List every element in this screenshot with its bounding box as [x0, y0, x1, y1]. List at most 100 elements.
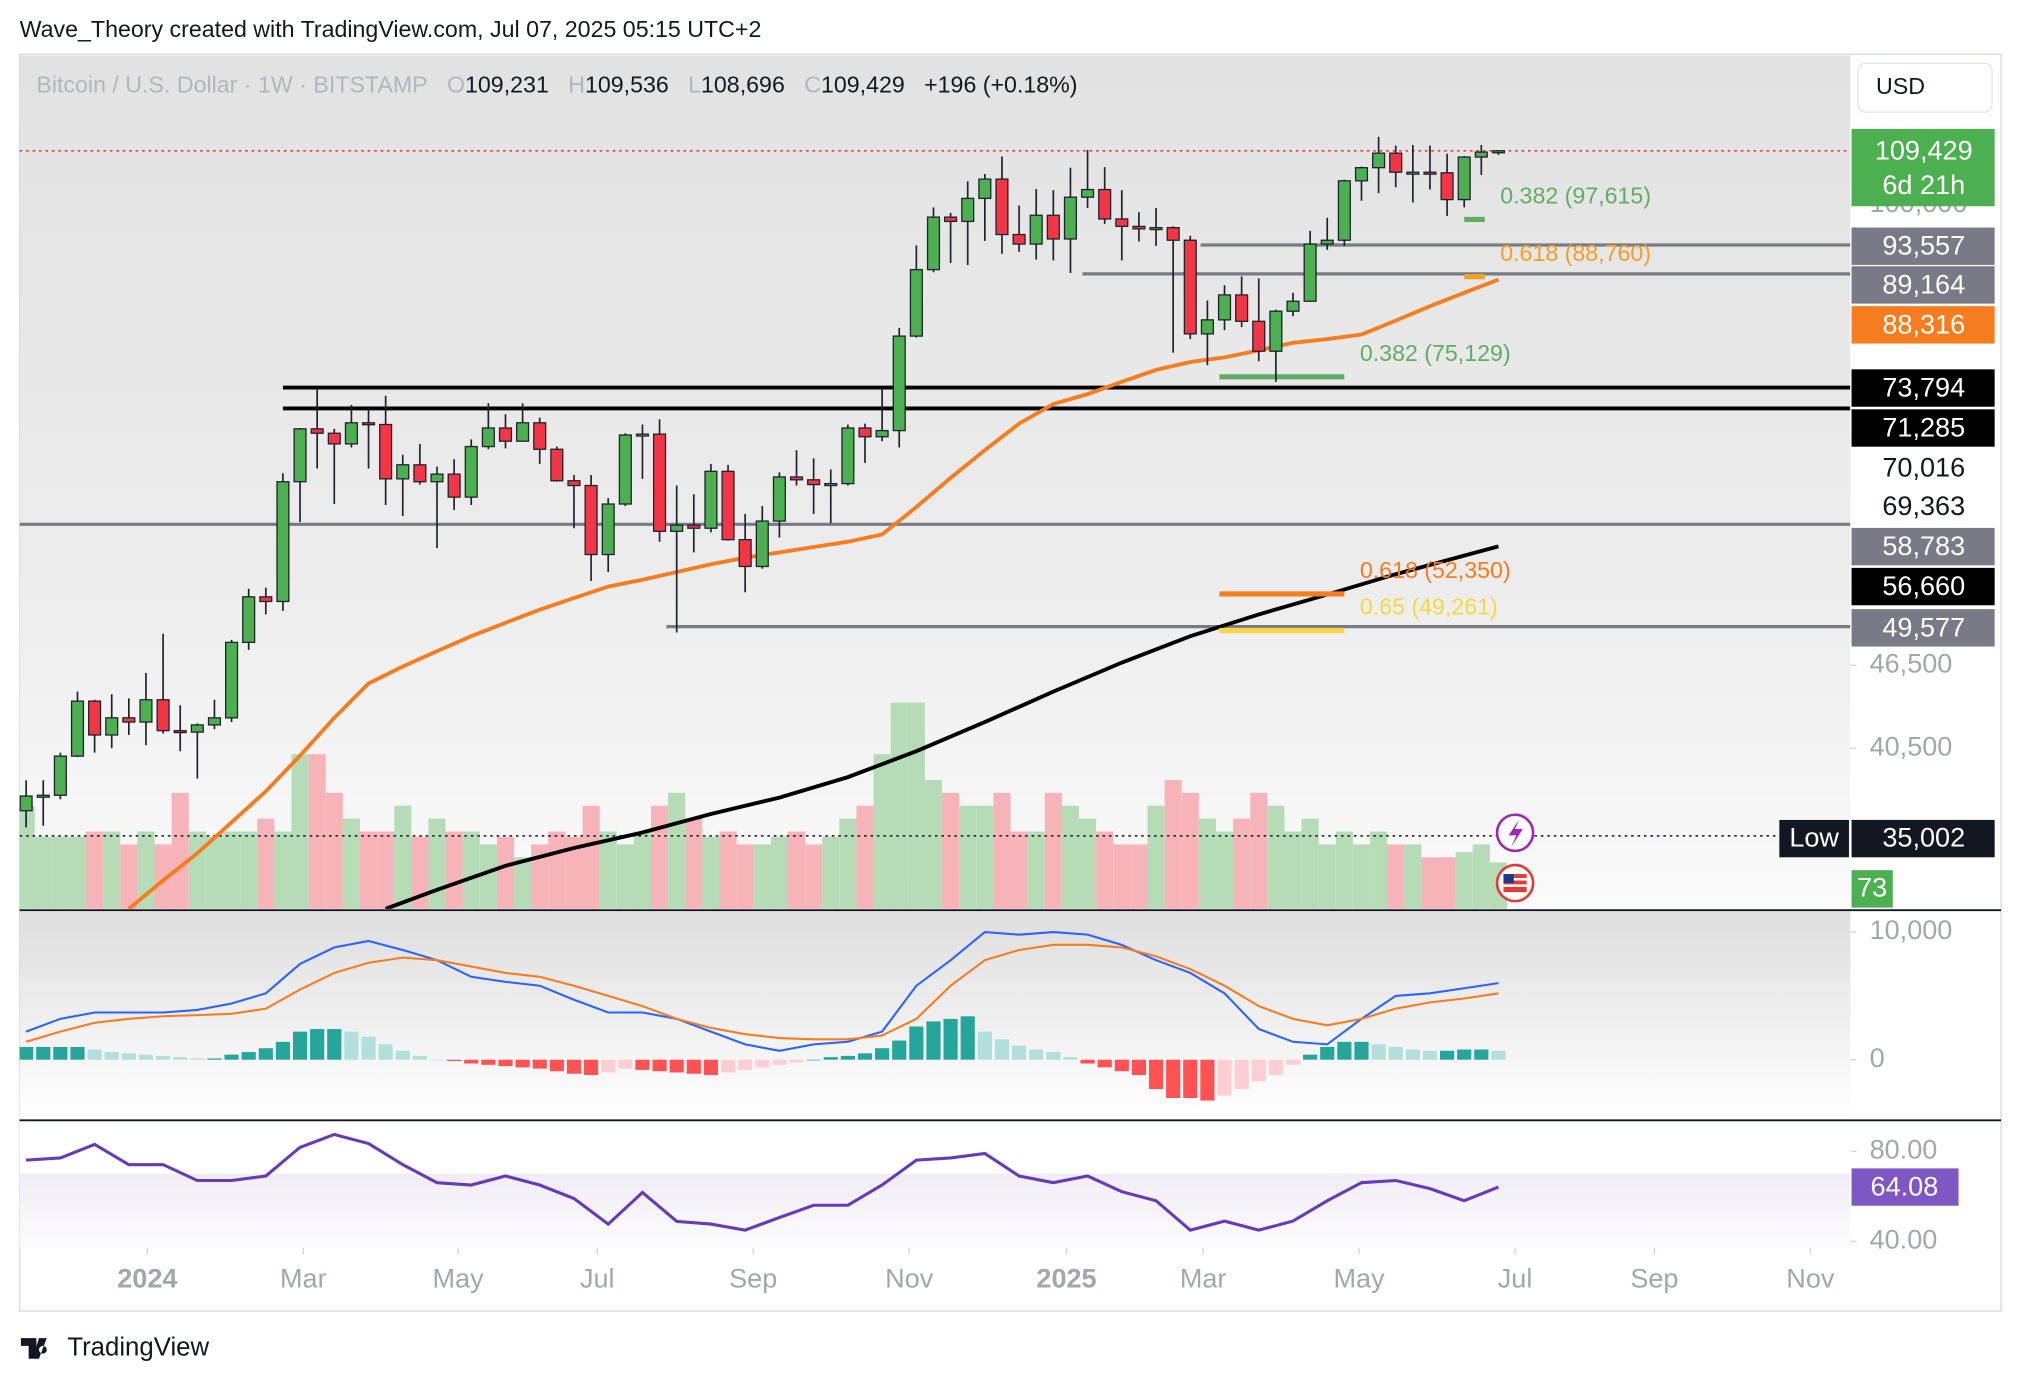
- legend-key: H: [568, 72, 585, 98]
- volume-bar: [702, 836, 720, 909]
- histogram-bar: [70, 1046, 85, 1060]
- histogram-bar: [429, 1059, 445, 1061]
- histogram-bar: [481, 1059, 496, 1065]
- price-label-box: [1851, 306, 1995, 344]
- volume-bar: [257, 818, 275, 909]
- histogram-bar: [1046, 1052, 1061, 1060]
- histogram-bar: [755, 1059, 770, 1068]
- volume-bar: [51, 836, 69, 909]
- brand-name: TradingView: [67, 1333, 209, 1361]
- volume-bar: [839, 818, 857, 909]
- candle-body: [1491, 150, 1506, 154]
- volume-bar: [531, 844, 549, 909]
- volume-label-box: [1851, 870, 1893, 908]
- candle-body: [242, 596, 256, 643]
- volume-bar: [668, 792, 686, 909]
- histogram-bar: [121, 1053, 136, 1060]
- price-label-box: [1851, 369, 1995, 407]
- volume-bar: [377, 831, 395, 909]
- volume-bar: [1096, 831, 1114, 909]
- price-label: 73,794: [1882, 371, 1965, 402]
- candle-body: [1080, 188, 1095, 198]
- histogram-bar: [327, 1029, 342, 1060]
- candle-body: [276, 481, 290, 603]
- candle-body: [824, 482, 838, 487]
- histogram-bar: [635, 1059, 650, 1070]
- price-label-box: [1851, 609, 1995, 647]
- histogram-bar: [840, 1055, 855, 1060]
- volume-bar: [942, 792, 960, 909]
- histogram-bar: [1388, 1046, 1403, 1060]
- x-tick-label: Sep: [1630, 1262, 1678, 1293]
- fib-label: 0.382 (75,129): [1360, 340, 1511, 366]
- volume-bar: [1421, 857, 1439, 909]
- volume-bar: [1284, 831, 1302, 909]
- axis-layer: 100,00046,50040,5002024MarMayJulSepNov20…: [117, 128, 1995, 1293]
- volume-bar: [1387, 844, 1405, 909]
- volume-bar: [205, 836, 224, 909]
- histogram-bar: [1405, 1049, 1420, 1060]
- histogram-bar: [1234, 1059, 1249, 1090]
- volume-bar: [103, 831, 121, 909]
- candle-body: [635, 433, 650, 437]
- histogram-bar: [994, 1039, 1010, 1060]
- volume-bar: [1233, 818, 1251, 909]
- volume-bar: [616, 844, 634, 909]
- volume-bar: [308, 754, 326, 909]
- candle-body: [1235, 294, 1249, 322]
- x-tick-label: 2025: [1036, 1262, 1096, 1293]
- currency[interactable]: USD: [1876, 73, 1925, 99]
- x-tick-label: May: [432, 1262, 484, 1293]
- volume-bar: [1455, 852, 1473, 909]
- candle-body: [1440, 172, 1454, 201]
- candle-body: [618, 434, 632, 505]
- volume-bar: [736, 844, 754, 909]
- volume-bar: [1147, 805, 1165, 909]
- volume-bar: [548, 831, 566, 909]
- price-label-box: [1851, 527, 1995, 566]
- credit: Wave_Theory created with TradingView.com…: [20, 16, 762, 42]
- candle-body: [841, 427, 855, 485]
- histogram-bar: [275, 1041, 291, 1060]
- volume-bar: [188, 831, 206, 909]
- y-tick-label: 0: [1870, 1042, 1885, 1073]
- volume-bar: [633, 831, 652, 909]
- histogram-bar: [155, 1055, 171, 1060]
- currency-button[interactable]: [1857, 62, 1993, 113]
- candle-body: [481, 427, 495, 448]
- histogram-bar: [258, 1048, 273, 1060]
- candle-body: [224, 641, 239, 719]
- histogram-bar: [138, 1054, 154, 1060]
- price-label: 89,164: [1882, 268, 1965, 299]
- y-tick-label: 40,500: [1870, 730, 1953, 761]
- candle-body: [944, 216, 958, 223]
- histogram-bar: [1491, 1050, 1506, 1060]
- histogram-bar: [772, 1059, 787, 1065]
- volume-bar: [1113, 844, 1131, 909]
- candle-body: [1406, 171, 1420, 175]
- histogram-bar: [515, 1059, 530, 1068]
- rsi-layer: [19, 1132, 1851, 1248]
- candle-body: [1132, 225, 1146, 230]
- volume-bar: [462, 831, 480, 909]
- histogram-bar: [344, 1031, 359, 1060]
- histogram-bar: [892, 1040, 907, 1060]
- price-label: 56,660: [1882, 570, 1965, 601]
- candle-layer: [19, 136, 1506, 828]
- x-tick-label: Mar: [1180, 1262, 1227, 1293]
- histogram-bar: [310, 1029, 325, 1060]
- volume-bar: [787, 831, 806, 909]
- volume-bar: [565, 836, 583, 909]
- volume-bar: [223, 831, 241, 909]
- candle-body: [1354, 167, 1369, 182]
- candle-body: [533, 422, 547, 450]
- histogram-bar: [1303, 1054, 1318, 1060]
- price-label-box: [1851, 449, 1995, 487]
- candle-body: [379, 423, 393, 480]
- histogram-bar: [1114, 1059, 1129, 1072]
- candle-body: [259, 596, 273, 603]
- histogram-bar: [566, 1059, 582, 1074]
- moving-average: [384, 544, 1499, 909]
- x-tick-label: Nov: [1786, 1262, 1835, 1293]
- histogram-bar: [960, 1016, 975, 1060]
